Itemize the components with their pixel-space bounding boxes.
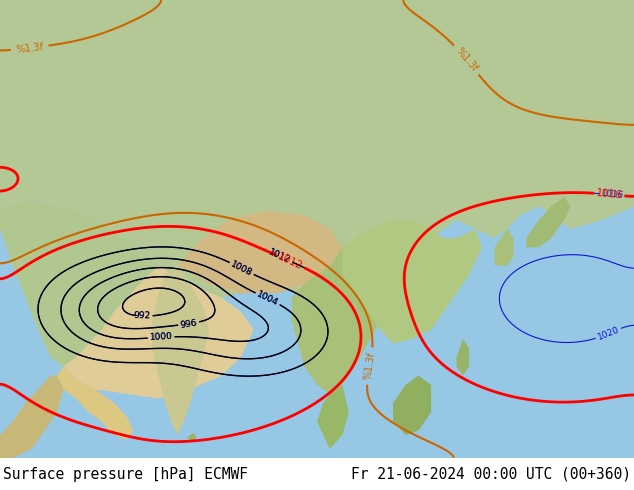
- Text: 1016: 1016: [601, 189, 624, 200]
- Polygon shape: [495, 229, 514, 266]
- Polygon shape: [292, 247, 380, 394]
- Text: 992: 992: [133, 312, 151, 321]
- Text: 1008: 1008: [230, 259, 254, 278]
- Text: 1004: 1004: [256, 290, 280, 308]
- Polygon shape: [57, 367, 133, 440]
- Polygon shape: [342, 220, 482, 343]
- Text: 1000: 1000: [150, 332, 173, 343]
- Text: %1.3f: %1.3f: [15, 42, 44, 55]
- Text: 992: 992: [133, 312, 151, 321]
- Polygon shape: [393, 375, 431, 435]
- Text: Surface pressure [hPa] ECMWF: Surface pressure [hPa] ECMWF: [3, 466, 248, 482]
- Polygon shape: [152, 266, 209, 435]
- Polygon shape: [0, 375, 63, 458]
- Text: 1008: 1008: [230, 259, 254, 278]
- Polygon shape: [187, 433, 197, 442]
- Polygon shape: [317, 385, 349, 449]
- Text: %1.3f: %1.3f: [454, 46, 479, 74]
- Text: Fr 21-06-2024 00:00 UTC (00+360): Fr 21-06-2024 00:00 UTC (00+360): [351, 466, 631, 482]
- Text: 1012: 1012: [268, 248, 292, 266]
- Text: 1000: 1000: [150, 332, 173, 343]
- Text: %1.3f: %1.3f: [363, 352, 377, 381]
- Text: 1004: 1004: [256, 290, 280, 308]
- Polygon shape: [0, 0, 634, 458]
- Text: 1020: 1020: [596, 325, 621, 342]
- Polygon shape: [526, 197, 571, 247]
- Polygon shape: [178, 211, 342, 293]
- Text: 1016: 1016: [596, 188, 623, 201]
- Text: 1012: 1012: [276, 251, 304, 271]
- Text: 996: 996: [179, 318, 198, 330]
- Polygon shape: [0, 201, 158, 367]
- Polygon shape: [0, 0, 634, 302]
- Polygon shape: [456, 339, 469, 375]
- Text: 1012: 1012: [268, 248, 292, 266]
- Polygon shape: [63, 266, 254, 398]
- Text: 996: 996: [179, 318, 198, 330]
